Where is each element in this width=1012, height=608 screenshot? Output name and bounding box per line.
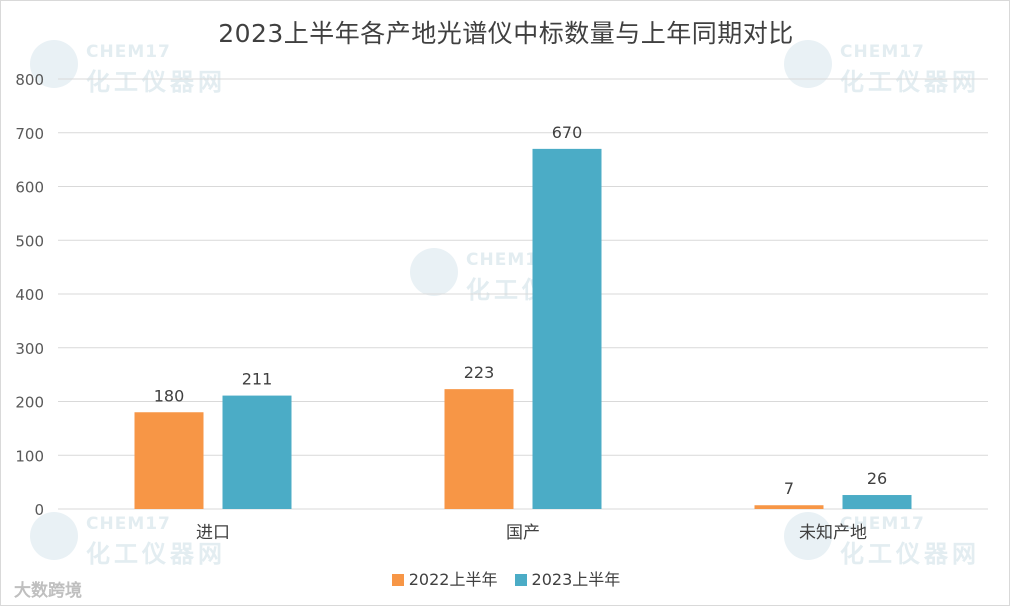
- bar: [754, 505, 824, 509]
- data-label: 211: [242, 370, 273, 389]
- y-tick-label: 0: [34, 501, 44, 519]
- bar: [444, 389, 514, 509]
- x-tick-label: 国产: [506, 523, 540, 543]
- legend-swatch: [514, 574, 527, 586]
- chart-title: 2023上半年各产地光谱仪中标数量与上年同期对比: [218, 19, 794, 48]
- y-tick-label: 600: [15, 179, 44, 197]
- data-label: 180: [154, 386, 185, 405]
- legend-label: 2022上半年: [408, 570, 498, 589]
- y-tick-label: 700: [15, 125, 44, 143]
- bar: [842, 495, 912, 509]
- legend-swatch: [391, 574, 404, 586]
- bar: [532, 148, 602, 509]
- y-tick-label: 300: [15, 340, 44, 358]
- bar-chart: 0 100 200 300 400 500 600 700 800 180 211 进口 223 670 国…: [15, 71, 988, 543]
- bar: [222, 395, 292, 509]
- data-label: 7: [784, 479, 794, 498]
- y-tick-label: 400: [15, 286, 44, 304]
- y-tick-label: 100: [15, 447, 44, 465]
- legend: 2022上半年 2023上半年: [0, 566, 1012, 590]
- y-tick-label: 800: [15, 71, 44, 89]
- bar: [134, 412, 204, 509]
- data-label: 223: [464, 363, 495, 382]
- y-tick-label: 200: [15, 394, 44, 412]
- legend-item-2023: 2023上半年: [514, 566, 621, 590]
- x-tick-label: 未知产地: [799, 523, 867, 543]
- y-tick-label: 500: [15, 232, 44, 250]
- data-label: 670: [552, 123, 583, 142]
- data-label: 26: [867, 469, 887, 488]
- legend-item-2022: 2022上半年: [391, 566, 498, 590]
- legend-label: 2023上半年: [531, 570, 621, 589]
- brand-watermark: 大数跨境: [14, 581, 82, 601]
- x-tick-label: 进口: [196, 523, 230, 543]
